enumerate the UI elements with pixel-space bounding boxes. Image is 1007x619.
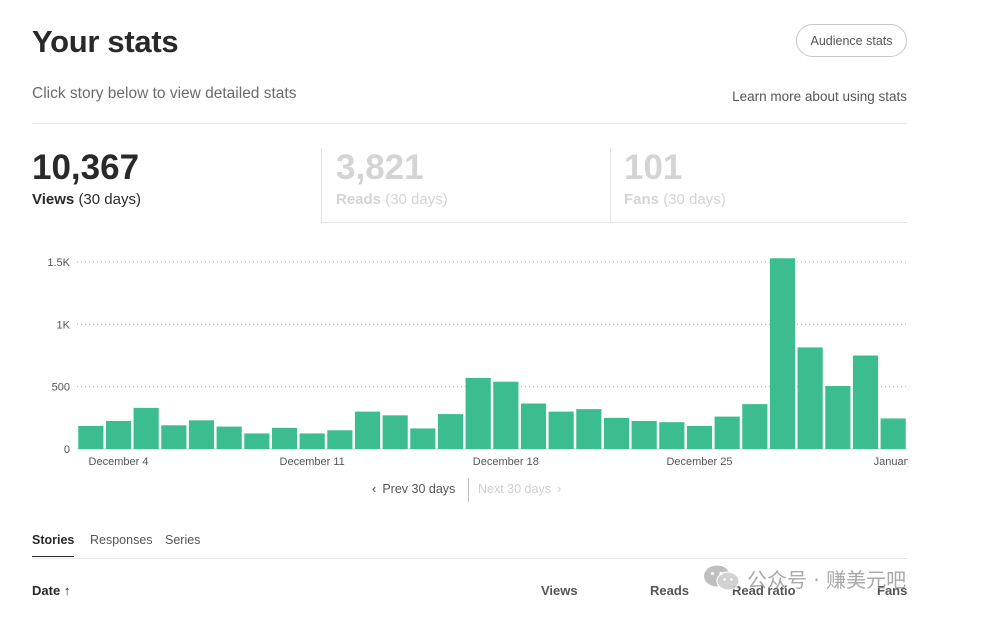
read-ratio-column-header[interactable]: Read ratio (732, 583, 796, 598)
bar[interactable]: Dec 16: 280 (437, 414, 464, 449)
bar[interactable]: Dec 19: 365 (520, 403, 547, 450)
chevron-right-icon: › (556, 481, 562, 496)
x-tick-label: January (874, 456, 914, 468)
watermark-text: 公众号 · 赚美元吧 (747, 567, 907, 592)
content-tabs: Stories Responses Series (32, 531, 907, 559)
bar[interactable]: Dec 17: 570 (465, 377, 491, 449)
page-subtitle: Click story below to view detailed stats (32, 85, 297, 102)
bar[interactable]: Dec 21: 320 (576, 409, 602, 449)
bar[interactable]: Dec 31: 750 (852, 355, 879, 450)
bar[interactable]: Dec 8: 180 (216, 426, 242, 449)
x-tick-label: December 11 (280, 456, 345, 468)
stat-tab-fans[interactable]: 101 Fans (30 days) (610, 148, 907, 223)
bar[interactable]: Dec 13: 300 (354, 411, 381, 449)
reads-label: Reads (30 days) (336, 191, 448, 208)
learn-more-link[interactable]: Learn more about using stats (732, 89, 907, 104)
bar[interactable]: Dec 23: 225 (631, 420, 657, 449)
stat-tab-views[interactable]: 10,367 Views (30 days) (32, 148, 320, 223)
header-divider (32, 123, 907, 124)
bar[interactable]: Dec 15: 165 (410, 428, 436, 449)
chevron-left-icon: ‹ (372, 481, 377, 496)
bar[interactable]: Dec 11: 125 (299, 433, 325, 449)
bar[interactable]: Dec 6: 190 (161, 425, 187, 449)
watermark: 公众号 · 赚美元吧 (703, 563, 906, 593)
prev-label: Prev 30 days (382, 482, 456, 496)
views-column-header[interactable]: Views (541, 583, 578, 598)
fans-count: 101 (624, 148, 683, 187)
bar[interactable]: Dec 3: 185 (78, 425, 104, 449)
stories-table-header: Date ↑ Views Reads Read ratio Fans (32, 583, 907, 603)
views-count: 10,367 (32, 148, 140, 187)
bar[interactable]: Jan 1: 245 (880, 418, 906, 449)
fans-column-header[interactable]: Fans (877, 583, 908, 598)
bar[interactable]: Dec 29: 815 (797, 347, 823, 449)
bar[interactable]: Dec 14: 270 (382, 415, 408, 449)
views-label: Views (30 days) (32, 191, 141, 208)
pager-divider (468, 478, 469, 502)
tab-stories[interactable]: Stories (32, 533, 75, 557)
sort-arrow-up-icon: ↑ (63, 583, 71, 598)
audience-stats-button[interactable]: Audience stats (796, 24, 907, 57)
bar[interactable]: Dec 4: 225 (105, 420, 132, 449)
next-label: Next 30 days (478, 482, 551, 496)
bar[interactable]: Dec 10: 170 (271, 427, 298, 449)
bar[interactable]: Dec 5: 330 (133, 407, 159, 449)
x-tick-label: December 25 (666, 456, 732, 468)
views-bar-chart: 0 500 1K 1.5K Dec 3: 185Dec 4: 225Dec 5: 330… (0, 250, 1007, 475)
reads-count: 3,821 (336, 148, 424, 187)
reads-column-header[interactable]: Reads (650, 583, 690, 598)
bar[interactable]: Dec 7: 230 (188, 420, 215, 449)
y-tick-label: 500 (52, 382, 70, 394)
x-tick-label: December 18 (473, 456, 539, 468)
x-tick-label: December 4 (89, 456, 149, 468)
y-tick-label: 0 (64, 444, 70, 456)
bar[interactable]: Dec 20: 300 (548, 411, 574, 449)
tab-responses[interactable]: Responses (90, 533, 153, 547)
bar[interactable]: Dec 18: 540 (493, 381, 519, 449)
wechat-icon (704, 565, 740, 591)
bar[interactable]: Dec 26: 260 (714, 416, 740, 449)
bar[interactable]: Dec 25: 185 (686, 425, 713, 449)
x-axis-clip (908, 451, 1007, 475)
tab-series[interactable]: Series (165, 533, 201, 547)
bar[interactable]: Dec 27: 360 (742, 404, 768, 449)
bar[interactable]: Dec 30: 505 (825, 386, 851, 449)
page-title: Your stats (32, 24, 179, 59)
stat-tab-reads[interactable]: 3,821 Reads (30 days) (321, 148, 610, 223)
chart-svg: 0 500 1K 1.5K Dec 3: 185Dec 4: 225Dec 5: 330… (47, 257, 1007, 475)
date-column-header[interactable]: Date ↑ (32, 583, 71, 598)
bar[interactable]: Dec 22: 250 (603, 417, 630, 449)
y-tick-label: 1.5K (47, 257, 70, 269)
bar[interactable]: Dec 24: 215 (659, 422, 685, 449)
bar[interactable]: Dec 28: 1530 (769, 258, 796, 449)
bar[interactable]: Dec 9: 125 (244, 433, 270, 449)
fans-label: Fans (30 days) (624, 191, 726, 208)
y-tick-label: 1K (57, 319, 71, 331)
prev-30-days-button[interactable]: ‹ Prev 30 days (372, 482, 455, 496)
chart-pager: ‹ Prev 30 days Next 30 days › (0, 478, 1007, 504)
bar[interactable]: Dec 12: 150 (327, 430, 353, 449)
next-30-days-button[interactable]: Next 30 days › (478, 482, 561, 496)
